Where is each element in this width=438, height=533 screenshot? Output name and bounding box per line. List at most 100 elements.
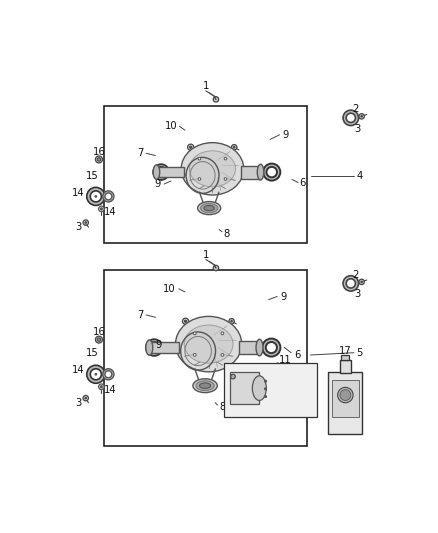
Circle shape bbox=[263, 164, 280, 181]
Text: 17: 17 bbox=[339, 346, 352, 356]
Circle shape bbox=[87, 365, 105, 383]
Text: 9: 9 bbox=[283, 130, 289, 140]
Circle shape bbox=[184, 320, 187, 322]
Bar bbox=[239, 341, 259, 354]
Circle shape bbox=[180, 346, 185, 352]
Ellipse shape bbox=[181, 143, 244, 195]
Bar bbox=[149, 342, 179, 353]
Bar bbox=[156, 167, 184, 177]
Text: 6: 6 bbox=[294, 350, 300, 360]
Circle shape bbox=[224, 177, 227, 180]
Bar bbox=[332, 379, 359, 417]
Circle shape bbox=[221, 332, 224, 335]
Circle shape bbox=[338, 387, 353, 403]
Text: 8: 8 bbox=[224, 229, 230, 239]
Circle shape bbox=[198, 177, 201, 180]
Circle shape bbox=[87, 188, 105, 205]
Text: 14: 14 bbox=[104, 385, 117, 394]
Bar bbox=[342, 355, 349, 360]
Text: 1: 1 bbox=[203, 250, 209, 260]
Ellipse shape bbox=[153, 165, 160, 179]
Text: 3: 3 bbox=[354, 124, 360, 134]
Circle shape bbox=[83, 395, 88, 401]
Ellipse shape bbox=[201, 204, 218, 213]
Circle shape bbox=[266, 342, 277, 353]
Circle shape bbox=[233, 147, 235, 148]
Circle shape bbox=[187, 173, 189, 174]
Circle shape bbox=[83, 220, 88, 225]
Circle shape bbox=[213, 96, 219, 102]
Circle shape bbox=[185, 171, 191, 176]
Circle shape bbox=[190, 146, 192, 148]
Text: 6: 6 bbox=[300, 177, 306, 188]
Circle shape bbox=[99, 206, 104, 212]
Text: 14: 14 bbox=[72, 188, 84, 198]
Circle shape bbox=[198, 157, 201, 160]
Text: 7: 7 bbox=[137, 310, 143, 320]
Text: 5: 5 bbox=[356, 348, 363, 358]
Circle shape bbox=[156, 167, 166, 177]
Text: 15: 15 bbox=[85, 171, 98, 181]
Text: 14: 14 bbox=[72, 366, 84, 375]
Text: 3: 3 bbox=[354, 289, 360, 299]
Bar bbox=[340, 360, 351, 373]
Text: 7: 7 bbox=[137, 148, 143, 158]
Text: 16: 16 bbox=[92, 327, 105, 337]
Circle shape bbox=[95, 373, 97, 376]
Bar bbox=[241, 166, 261, 179]
Circle shape bbox=[224, 157, 227, 160]
Text: 15: 15 bbox=[85, 348, 98, 358]
Circle shape bbox=[229, 319, 234, 324]
Text: 11: 11 bbox=[279, 356, 291, 366]
Text: 14: 14 bbox=[104, 207, 117, 217]
Circle shape bbox=[100, 386, 102, 388]
Text: 9: 9 bbox=[155, 340, 162, 350]
Circle shape bbox=[95, 156, 102, 163]
Circle shape bbox=[85, 222, 87, 223]
Ellipse shape bbox=[193, 379, 217, 393]
Text: 8: 8 bbox=[220, 402, 226, 413]
Circle shape bbox=[97, 158, 101, 161]
Circle shape bbox=[361, 116, 362, 117]
Circle shape bbox=[194, 353, 196, 356]
Bar bbox=[328, 372, 362, 433]
Ellipse shape bbox=[257, 164, 264, 180]
Circle shape bbox=[194, 332, 196, 335]
Circle shape bbox=[95, 336, 102, 343]
Text: 9: 9 bbox=[280, 292, 286, 302]
Circle shape bbox=[99, 384, 104, 390]
Text: 4: 4 bbox=[356, 171, 363, 181]
Circle shape bbox=[90, 191, 102, 202]
Text: 12: 12 bbox=[228, 406, 241, 415]
Circle shape bbox=[266, 167, 277, 177]
Circle shape bbox=[183, 318, 189, 324]
Circle shape bbox=[182, 348, 184, 350]
Circle shape bbox=[264, 379, 267, 383]
Circle shape bbox=[103, 191, 114, 202]
Ellipse shape bbox=[252, 376, 266, 400]
Circle shape bbox=[359, 279, 364, 285]
Ellipse shape bbox=[200, 383, 211, 389]
Ellipse shape bbox=[146, 340, 153, 355]
Ellipse shape bbox=[176, 317, 242, 372]
Ellipse shape bbox=[196, 381, 214, 391]
Circle shape bbox=[231, 320, 233, 322]
Circle shape bbox=[187, 144, 194, 150]
Circle shape bbox=[213, 265, 219, 271]
Circle shape bbox=[340, 390, 351, 400]
Ellipse shape bbox=[184, 325, 233, 363]
Circle shape bbox=[346, 279, 356, 288]
Circle shape bbox=[90, 369, 102, 380]
Ellipse shape bbox=[189, 151, 236, 187]
Ellipse shape bbox=[256, 339, 263, 356]
Circle shape bbox=[146, 339, 162, 356]
Text: 10: 10 bbox=[165, 122, 177, 131]
Circle shape bbox=[361, 281, 362, 282]
Circle shape bbox=[148, 342, 160, 353]
Text: 3: 3 bbox=[75, 398, 81, 408]
Circle shape bbox=[262, 338, 280, 357]
Text: 1: 1 bbox=[203, 80, 209, 91]
Circle shape bbox=[231, 374, 235, 379]
Text: 2: 2 bbox=[352, 270, 359, 280]
Ellipse shape bbox=[198, 201, 221, 215]
